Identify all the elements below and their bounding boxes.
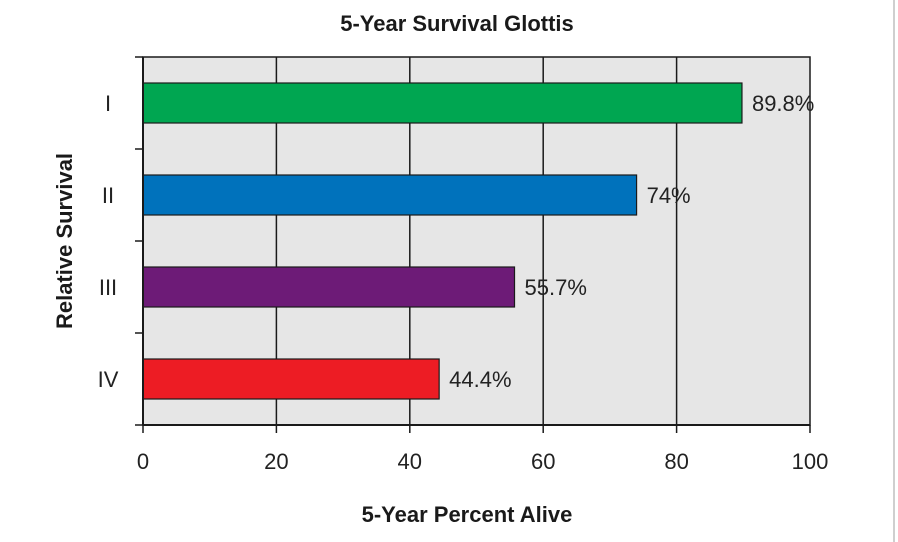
bar-ii [142,174,638,216]
bar-iii [142,266,516,308]
x-axis-title: 5-Year Percent Alive [362,502,573,527]
x-tick-label: 60 [531,449,555,474]
x-tick-labels-group: 0 20 40 60 80 100 [137,449,828,474]
x-tick-label: 20 [264,449,288,474]
x-tick-label: 80 [664,449,688,474]
category-label: III [99,275,117,300]
category-label: IV [98,367,119,392]
page-right-border [893,0,895,542]
data-label: 44.4% [449,367,511,392]
y-axis-title: Relative Survival [52,153,77,329]
category-label: II [102,183,114,208]
data-label: 55.7% [525,275,587,300]
bar-i [142,82,743,124]
data-labels-group: 89.8% 74% 55.7% 44.4% [449,91,814,392]
chart-title: 5-Year Survival Glottis [340,11,574,36]
category-label: I [105,91,111,116]
x-tick-label: 40 [398,449,422,474]
bar-iv [142,358,440,400]
x-tick-label: 0 [137,449,149,474]
x-axis-ticks [142,425,811,433]
data-label: 89.8% [752,91,814,116]
data-label: 74% [647,183,691,208]
y-axis-ticks [135,56,143,426]
x-tick-label: 100 [792,449,829,474]
bars-group [142,82,743,400]
